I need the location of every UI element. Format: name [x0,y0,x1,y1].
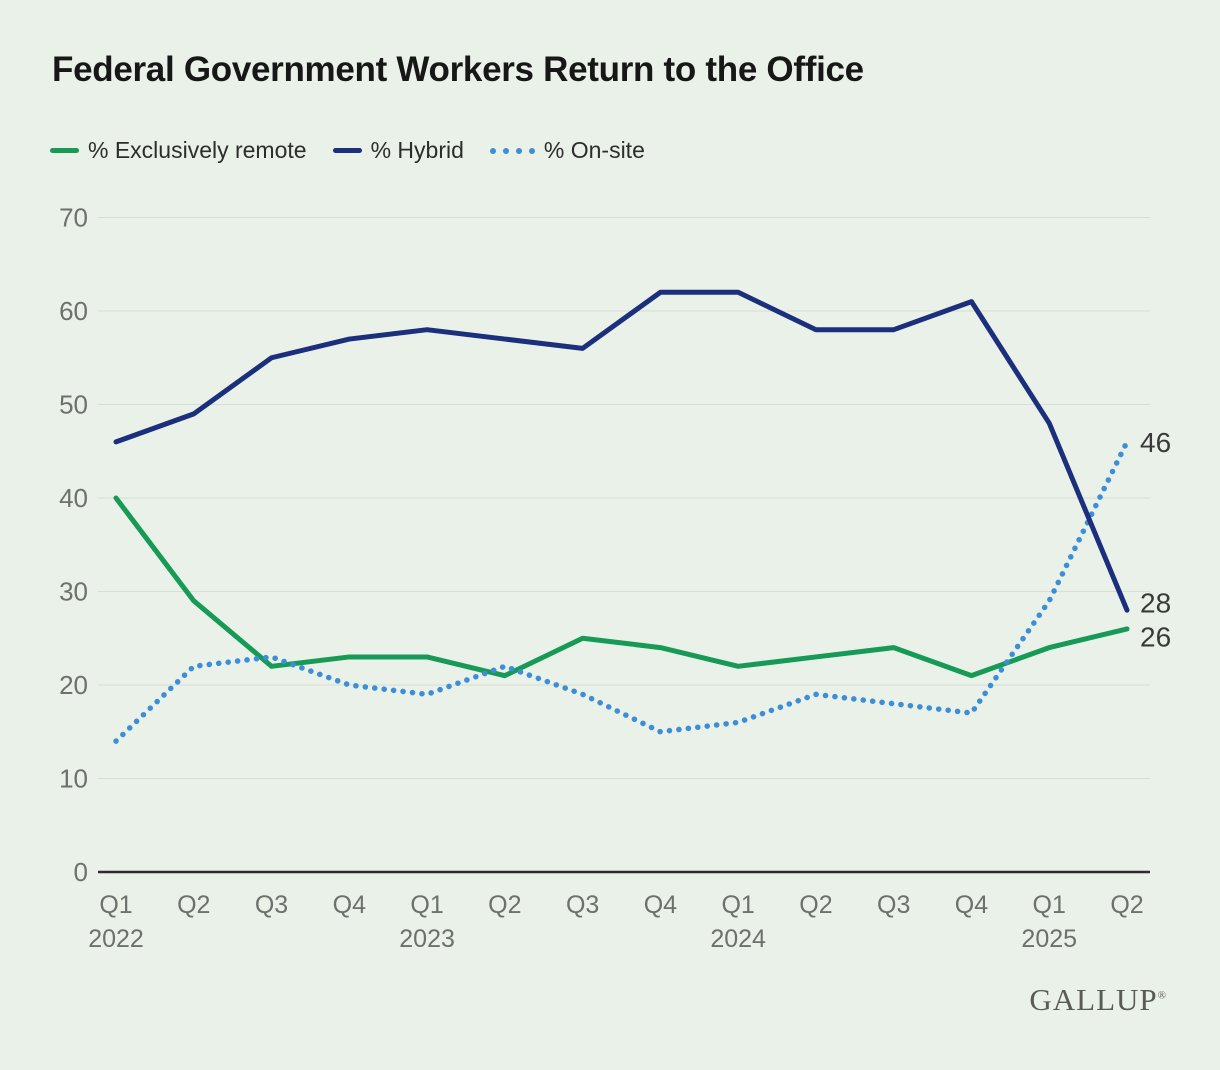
svg-text:28: 28 [1140,588,1171,619]
svg-text:46: 46 [1140,427,1171,458]
legend-label-hybrid: % Hybrid [370,137,464,163]
svg-text:50: 50 [59,390,88,420]
svg-text:Q2: Q2 [177,891,210,919]
svg-text:Q2: Q2 [488,891,521,919]
hybrid-line [113,289,1130,613]
svg-text:26: 26 [1140,622,1171,653]
registered-mark-icon: ® [1157,989,1167,1002]
dot-icon [515,147,522,154]
svg-text:Q3: Q3 [566,891,599,919]
svg-text:Q3: Q3 [877,891,910,919]
svg-text:60: 60 [59,296,88,326]
svg-text:Q3: Q3 [255,891,288,919]
remote-line [113,495,1130,679]
svg-text:Q4: Q4 [644,891,677,919]
svg-text:20: 20 [59,670,88,700]
svg-text:10: 10 [59,764,88,794]
svg-text:0: 0 [74,857,88,887]
dot-icon [489,147,496,154]
svg-text:Q1: Q1 [721,891,754,919]
svg-text:70: 70 [59,203,88,233]
svg-text:Q4: Q4 [333,891,366,919]
remote-line-swatch [50,148,79,153]
svg-text:2022: 2022 [88,925,144,953]
svg-text:2024: 2024 [710,925,766,953]
y-axis-labels: 0 10 20 30 40 50 60 70 [59,203,88,888]
svg-text:Q2: Q2 [1110,891,1143,919]
svg-text:Q1: Q1 [1033,891,1066,919]
legend-label-remote: % Exclusively remote [88,137,307,163]
legend-item-remote: % Exclusively remote [50,137,307,164]
svg-text:Q1: Q1 [99,891,132,919]
svg-text:30: 30 [59,577,88,607]
dot-icon [528,147,535,154]
gallup-wordmark: GALLUP [1029,982,1158,1017]
legend-item-hybrid: % Hybrid [332,137,464,164]
legend-item-onsite: % On-site [489,137,645,164]
legend: % Exclusively remote % Hybrid % On-site [50,137,645,164]
x-axis-labels: Q1 Q2 Q3 Q4 Q1 Q2 Q3 Q4 Q1 Q2 Q3 Q4 Q1 Q2 2022 2023 2024… [88,891,1144,953]
legend-label-onsite: % On-site [543,137,645,163]
dot-icon [502,147,509,154]
svg-text:Q2: Q2 [799,891,832,919]
svg-text:40: 40 [59,483,88,513]
svg-text:2025: 2025 [1021,925,1077,953]
chart-title: Federal Government Workers Return to the… [52,50,864,89]
gallup-logo: GALLUP® [1029,982,1167,1018]
onsite-dotted-swatch [489,147,535,154]
gridlines [98,217,1150,779]
hybrid-line-swatch [332,148,362,153]
svg-text:2023: 2023 [399,925,455,953]
svg-text:Q4: Q4 [955,891,988,919]
onsite-line [113,439,1130,744]
svg-text:Q1: Q1 [410,891,443,919]
